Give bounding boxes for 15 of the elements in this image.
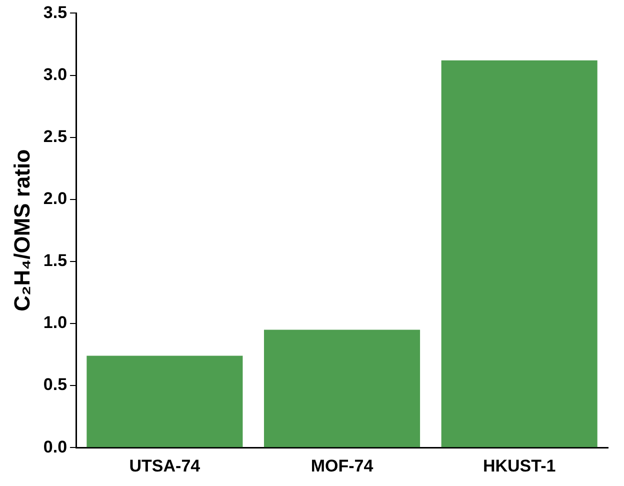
x-tick-label: MOF-74 [310, 456, 374, 476]
bar [264, 330, 420, 448]
y-tick-label: 0.5 [43, 375, 68, 394]
y-tick-label: 1.0 [43, 313, 68, 332]
y-tick-label: 1.5 [43, 251, 68, 270]
bar [441, 60, 598, 448]
y-tick-label: 0.0 [43, 437, 68, 456]
y-tick-label: 2.5 [43, 127, 68, 146]
y-tick-label: 2.0 [43, 189, 68, 208]
bar [86, 356, 243, 448]
x-tick-label: UTSA-74 [129, 456, 201, 476]
x-tick-label: HKUST-1 [482, 456, 556, 476]
y-tick-label: 3.5 [43, 2, 68, 22]
y-axis-title: C₂H₄/OMS ratio [9, 149, 34, 312]
y-tick-label: 3.0 [43, 64, 68, 84]
